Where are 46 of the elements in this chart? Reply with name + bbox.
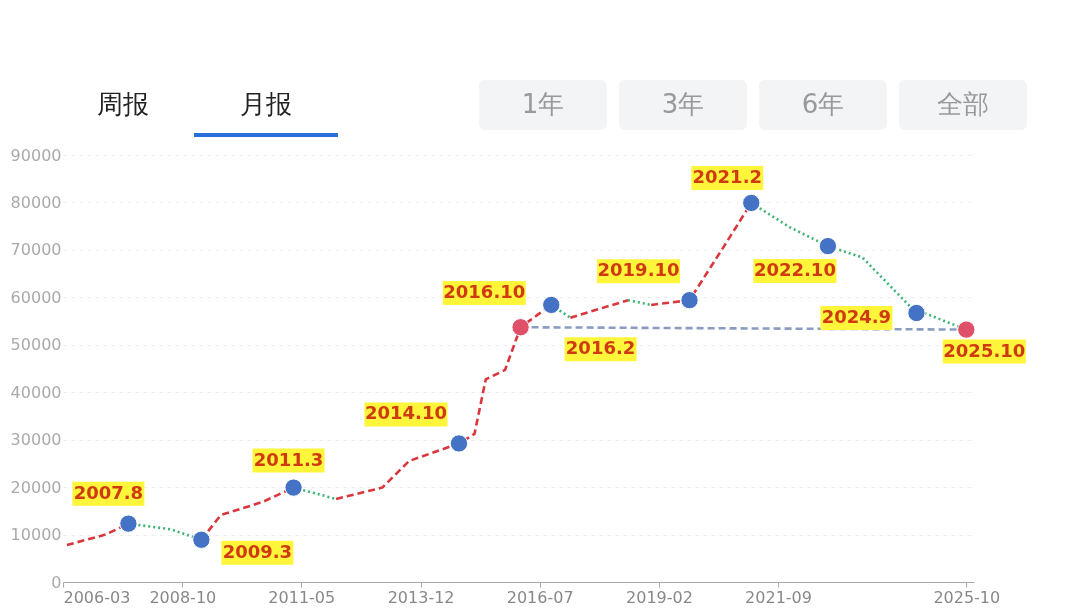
annotation: 2014.10: [364, 402, 447, 424]
text: 月报: [240, 89, 292, 119]
point: [957, 320, 976, 339]
annotation: 2019.10: [597, 259, 680, 281]
y-tick-label: 90000: [10, 145, 62, 165]
text: 全部: [937, 89, 989, 119]
y-tick-label: 80000: [10, 192, 62, 212]
x-tick-label: 2011-05: [268, 587, 336, 607]
annotation: 2016.2: [565, 337, 636, 359]
x-tick-label: 2013-12: [387, 587, 455, 607]
y-tick-label: 0: [51, 572, 62, 592]
text: 3年: [661, 89, 705, 119]
text: 1年: [521, 89, 565, 119]
annotation: 2021.2: [692, 165, 762, 187]
point: [818, 236, 838, 256]
annotation: 2007.8: [73, 481, 144, 503]
text: 周报: [97, 89, 149, 119]
point: [511, 318, 530, 337]
annotation: 2011.3: [253, 448, 324, 470]
x-tick-label: 2025-10: [933, 587, 1001, 607]
y-tick-label: 30000: [10, 430, 62, 450]
x-tick-label: 2016-07: [506, 587, 574, 607]
point: [542, 295, 561, 315]
y-tick-label: 70000: [10, 240, 62, 260]
y-tick-label: 60000: [10, 287, 62, 307]
y-tick-label: 10000: [10, 525, 62, 545]
point: [449, 434, 469, 453]
point: [284, 478, 303, 497]
annotation: 2025.10: [943, 339, 1026, 361]
point: [192, 530, 211, 549]
annotation: 2016.10: [443, 280, 526, 302]
x-tick-label: 2006-03: [63, 587, 131, 607]
y-tick-label: 50000: [10, 335, 62, 355]
point: [907, 303, 926, 323]
point: [742, 193, 761, 213]
x-tick-label: 2019-02: [626, 587, 693, 607]
x-tick-label: 2008-10: [149, 587, 217, 607]
y-tick-label: 20000: [10, 477, 62, 497]
x-tick-label: 2021-09: [745, 587, 812, 607]
annotation: 2009.3: [222, 540, 293, 562]
point: [680, 291, 699, 310]
point: [119, 514, 138, 533]
annotation: 2022.10: [753, 259, 836, 281]
y-tick-label: 40000: [10, 382, 62, 402]
text: 6年: [801, 89, 845, 119]
annotation: 2024.9: [821, 305, 892, 327]
